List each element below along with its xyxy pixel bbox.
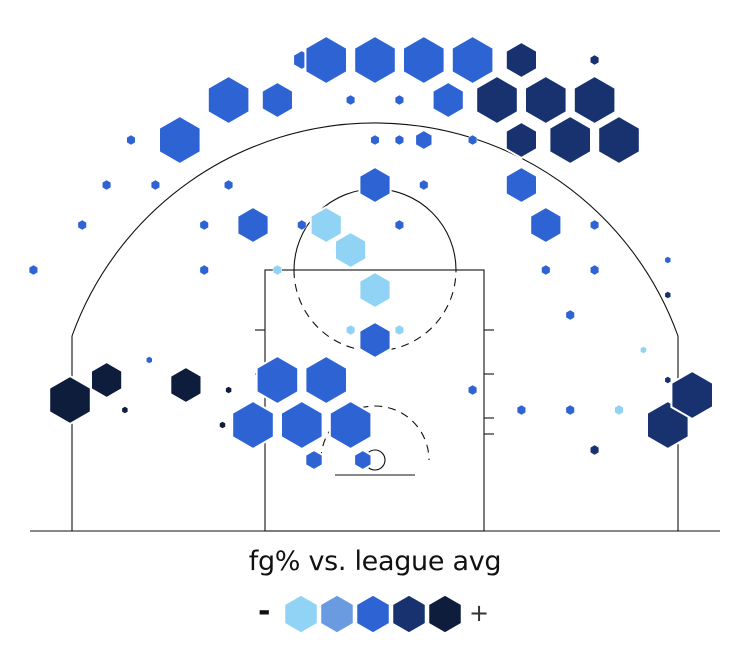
hex-bin xyxy=(529,205,563,245)
hex-bin xyxy=(334,230,368,270)
legend-title: fg% vs. league avg xyxy=(248,546,502,577)
hex-bins xyxy=(28,34,714,472)
legend-swatch xyxy=(319,594,355,634)
hex-bin xyxy=(255,354,300,406)
hex-bin xyxy=(597,114,641,166)
hex-bin xyxy=(219,421,226,429)
hex-bin xyxy=(664,256,672,264)
paint xyxy=(264,269,485,532)
hex-bin xyxy=(548,114,592,166)
hex-bin xyxy=(236,205,270,245)
hex-bin xyxy=(280,399,324,451)
hex-bin xyxy=(48,374,92,426)
hex-bin xyxy=(431,80,465,120)
hex-bin xyxy=(358,270,392,310)
hex-bin xyxy=(150,179,160,191)
hex-bin xyxy=(199,264,209,276)
hex-bin xyxy=(146,356,153,364)
shot-chart xyxy=(28,34,720,532)
hex-bin xyxy=(402,34,446,86)
hex-bin xyxy=(394,94,404,106)
hex-bin xyxy=(541,264,551,276)
hex-bin xyxy=(297,219,307,231)
hex-bin xyxy=(304,448,324,472)
hex-bin xyxy=(199,219,209,231)
hex-bin xyxy=(394,324,404,336)
hex-bin xyxy=(590,54,600,66)
hex-bin xyxy=(358,320,392,360)
hex-bin xyxy=(394,219,404,231)
legend-swatch xyxy=(283,594,319,634)
hex-bin xyxy=(126,134,136,146)
hex-bin xyxy=(346,324,356,336)
hex-bin xyxy=(370,134,380,146)
hex-bin xyxy=(565,309,575,321)
hex-bin xyxy=(224,179,234,191)
hex-bin xyxy=(590,219,600,231)
hex-bin xyxy=(304,34,348,86)
legend-swatch xyxy=(355,594,391,634)
hex-bin xyxy=(353,34,397,86)
hex-bin xyxy=(353,448,373,472)
hex-bin xyxy=(664,376,672,384)
hex-bin xyxy=(516,404,526,416)
hex-bin xyxy=(475,74,519,126)
hex-bin xyxy=(572,74,617,126)
hex-bin xyxy=(90,360,124,400)
hex-bin xyxy=(102,179,112,191)
hex-bin xyxy=(77,219,87,231)
hex-bin xyxy=(590,444,600,456)
legend-swatches xyxy=(283,594,463,634)
hex-bin xyxy=(231,399,275,451)
three-point-arc xyxy=(71,122,679,337)
hex-bin xyxy=(419,179,429,191)
hex-bin xyxy=(614,404,624,416)
hex-bin xyxy=(504,40,538,80)
restricted-area xyxy=(320,405,430,461)
hex-bin xyxy=(225,386,232,394)
hex-bin xyxy=(272,264,282,276)
hex-bin xyxy=(121,406,129,414)
hex-bin xyxy=(169,365,203,405)
hex-bin xyxy=(304,354,348,406)
hex-bin xyxy=(468,134,478,146)
legend-swatch xyxy=(391,594,427,634)
hex-bin xyxy=(524,74,568,126)
hex-bin xyxy=(565,404,575,416)
hex-bin xyxy=(640,346,647,354)
hex-bin xyxy=(504,165,538,205)
hex-bin xyxy=(504,120,538,160)
hex-bin xyxy=(468,384,478,396)
hex-bin xyxy=(328,399,373,451)
hex-bin xyxy=(309,205,343,245)
hex-bin xyxy=(346,94,356,106)
hex-bin xyxy=(260,80,294,120)
legend-swatch xyxy=(427,594,463,634)
hex-bin xyxy=(158,114,202,166)
hex-bin xyxy=(206,74,251,126)
hex-bin xyxy=(28,264,38,276)
hex-bin xyxy=(394,134,404,146)
hex-bin xyxy=(358,165,392,205)
hex-bin xyxy=(590,264,600,276)
legend-low-label: - xyxy=(258,594,271,629)
hex-bin xyxy=(414,128,434,152)
hex-bin xyxy=(670,369,714,421)
legend-high-label: + xyxy=(469,599,490,627)
hex-bin xyxy=(450,34,495,86)
hex-bin xyxy=(664,291,672,299)
